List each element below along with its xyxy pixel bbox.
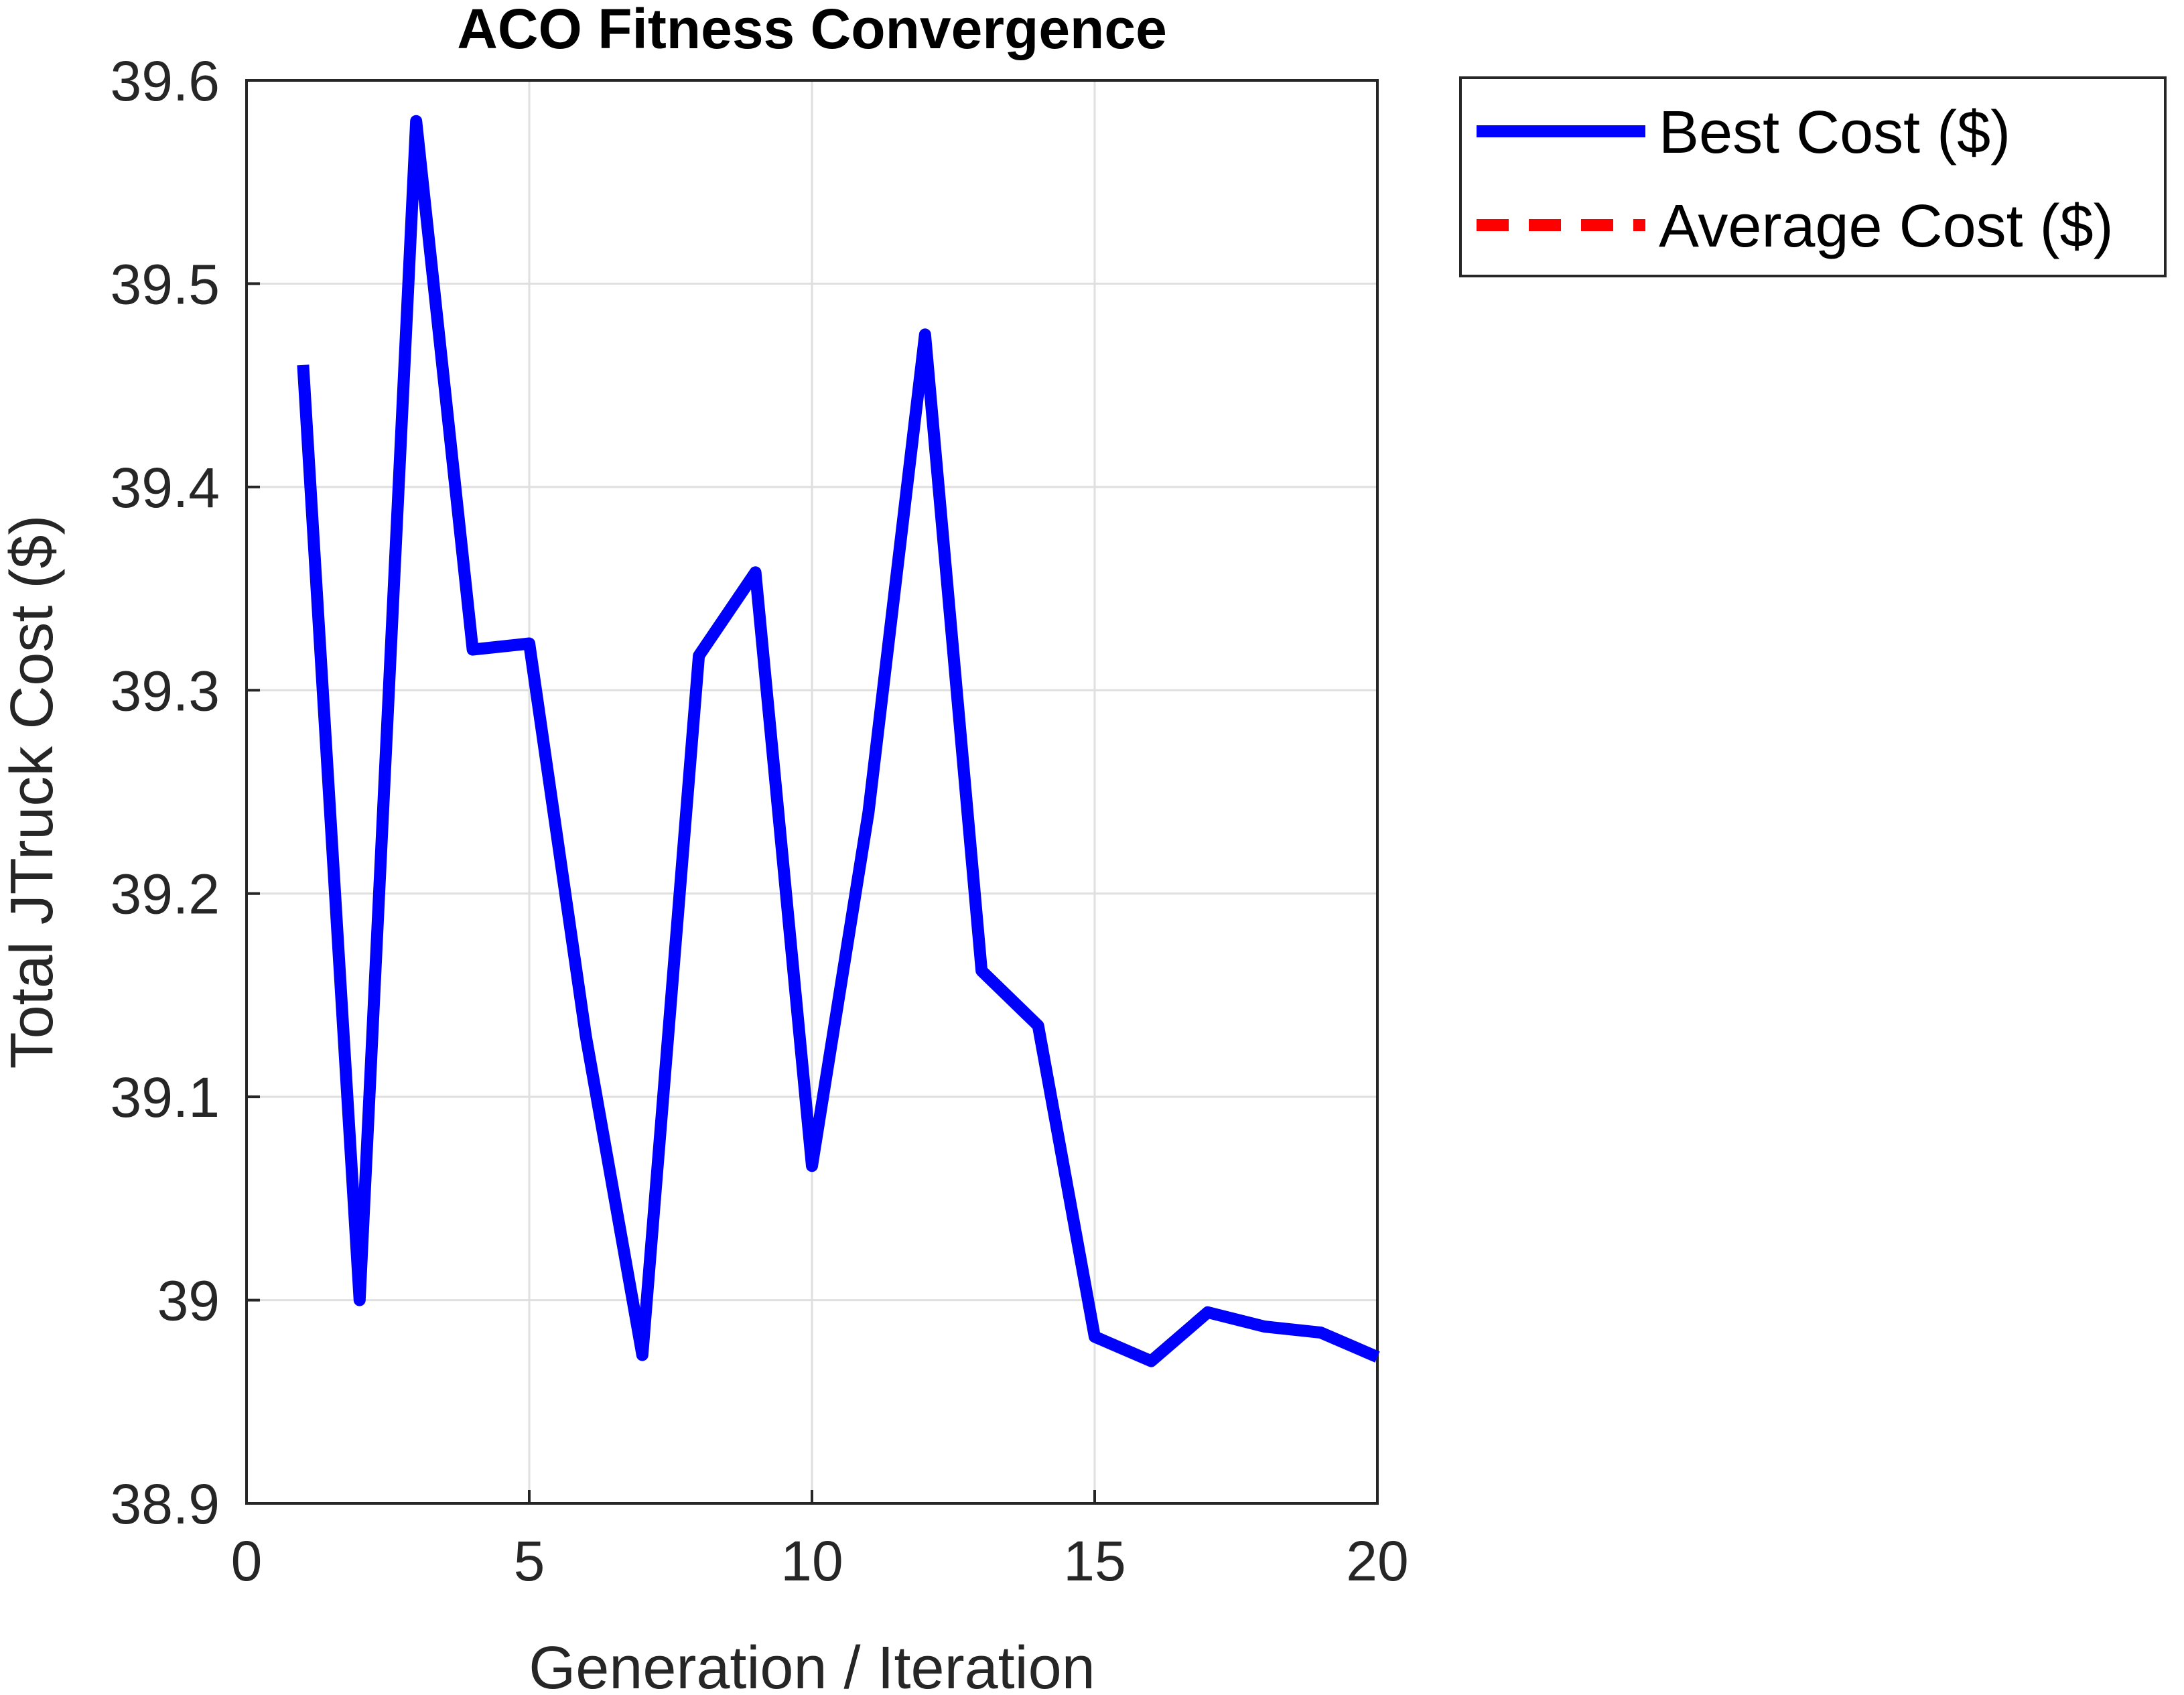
x-tick-label: 15 bbox=[1063, 1530, 1125, 1592]
legend-label: Best Cost ($) bbox=[1659, 99, 2010, 166]
legend-box bbox=[1459, 76, 2167, 277]
y-axis-label: Total JTruck Cost ($) bbox=[0, 515, 66, 1069]
y-tick-label: 38.9 bbox=[111, 1473, 220, 1536]
y-tick-label: 39 bbox=[157, 1270, 220, 1333]
y-tick-label: 39.5 bbox=[111, 253, 220, 316]
x-tick-label: 20 bbox=[1346, 1530, 1408, 1592]
series-lines bbox=[297, 115, 1380, 1367]
y-tick-label: 39.1 bbox=[111, 1066, 220, 1129]
x-axis-label: Generation / Iteration bbox=[529, 1635, 1095, 1695]
axis-ticks: 0 5 10 15 20 38.9 39 39.1 39.2 39.3 39.4 39.5 39.6 bbox=[111, 50, 1409, 1592]
x-tick-label: 0 bbox=[231, 1530, 263, 1592]
y-tick-label: 39.6 bbox=[111, 50, 220, 113]
chart-title: ACO Fitness Convergence bbox=[457, 0, 1167, 60]
y-tick-label: 39.3 bbox=[111, 659, 220, 722]
legend: Best Cost ($) Average Cost ($) bbox=[1459, 76, 2167, 277]
series-line-best-cost bbox=[297, 115, 1380, 1367]
legend-label: Average Cost ($) bbox=[1659, 193, 2114, 260]
x-tick-label: 10 bbox=[780, 1530, 843, 1592]
x-tick-label: 5 bbox=[514, 1530, 545, 1592]
y-tick-label: 39.4 bbox=[111, 456, 220, 519]
y-tick-label: 39.2 bbox=[111, 863, 220, 926]
